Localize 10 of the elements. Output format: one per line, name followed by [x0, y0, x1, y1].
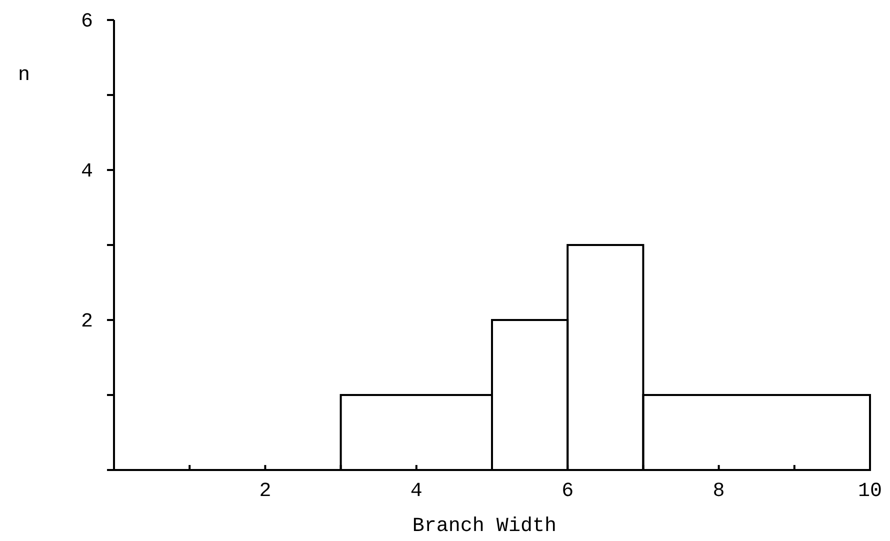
x-tick-label: 8: [712, 480, 725, 504]
x-tick-label: 10: [858, 480, 882, 504]
x-axis-title: Branch Width: [412, 515, 556, 538]
y-tick-label: 6: [80, 10, 93, 34]
y-tick-label: 4: [80, 160, 93, 184]
x-tick-label: 4: [410, 480, 422, 504]
y-tick-label: 2: [80, 310, 93, 334]
x-tick-label: 2: [259, 480, 272, 504]
y-axis-title: n: [18, 64, 30, 87]
x-tick-label: 6: [562, 480, 574, 504]
